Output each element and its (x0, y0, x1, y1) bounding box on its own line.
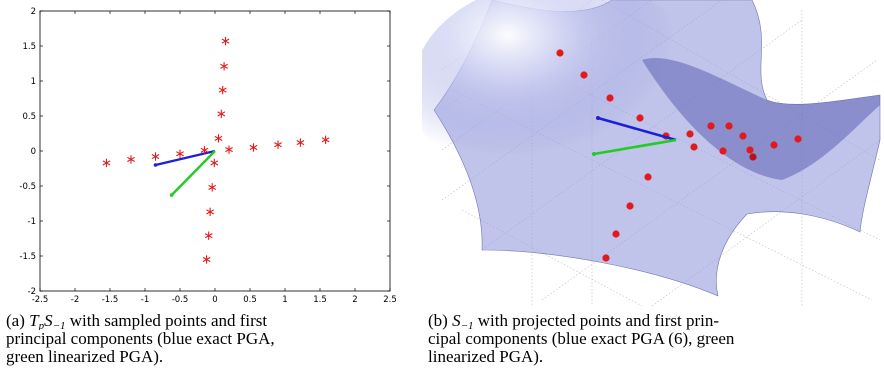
y-tick-label: 1 (31, 77, 36, 87)
projected-point (690, 143, 698, 151)
y-tick-label: -1 (28, 217, 36, 227)
caption-b-label: (b) (428, 312, 448, 330)
linearized-pga-vector (593, 138, 677, 156)
projected-point (644, 173, 652, 181)
exact-pga-vector-tip (596, 116, 600, 120)
projected-point (749, 153, 757, 161)
vector-tip (153, 163, 158, 167)
tangent-space-plot: -2.5 -2 -1.5 -1 -0.5 0 0.5 1 1.5 2 2.521.510.50-0.… (19, 7, 396, 305)
projected-points (556, 49, 802, 262)
projected-point (686, 130, 694, 138)
surface-highlight (422, 0, 712, 200)
x-tick-label: -1.5 (102, 295, 119, 305)
caption-a: (a) TpS−1 with sampled points and first … (6, 312, 414, 366)
vector-tip (169, 193, 174, 197)
caption-b-line-3: linearized PGA). (428, 348, 544, 366)
caption-b-math: S−1 (452, 312, 474, 330)
saddle-surface-plot (422, 0, 881, 306)
projected-point (770, 141, 778, 149)
star-marker (206, 207, 215, 217)
star-marker (200, 146, 209, 155)
x-tick-label: 1.5 (313, 295, 327, 305)
projected-point (556, 49, 564, 57)
axis-ticks: -2.5 -2 -1.5 -1 -0.5 0 0.5 1 1.5 2 2.521.510.50-0.… (19, 7, 396, 305)
y-tick-label: 0.5 (22, 112, 36, 122)
caption-a-line-2: principal components (blue exact PGA, (6, 330, 275, 348)
star-marker (220, 62, 229, 71)
panel-b-surface (422, 0, 884, 306)
y-tick-label: 1.5 (22, 42, 36, 52)
y-tick-label: 2 (31, 7, 36, 17)
projected-point (719, 147, 727, 155)
y-tick-label: 0 (31, 147, 36, 157)
star-marker (217, 109, 226, 119)
y-tick-label: -1.5 (19, 252, 36, 262)
projected-point (612, 230, 620, 238)
star-marker (221, 36, 230, 46)
exact-pga-vector (597, 116, 677, 142)
principal-component-vectors (153, 149, 216, 197)
projected-point (602, 254, 610, 262)
star-marker (202, 255, 211, 264)
surface-fold (642, 58, 880, 181)
x-tick-label: 0.5 (243, 295, 257, 305)
x-tick-label: -2 (71, 295, 79, 305)
x-tick-label: -2.5 (32, 295, 49, 305)
y-tick-label: -2 (28, 287, 36, 297)
projected-point (626, 202, 634, 210)
x-tick-label: 2.5 (383, 295, 397, 305)
projected-point (794, 135, 802, 143)
x-tick-label: 2 (352, 295, 357, 305)
sampled-points (102, 36, 330, 264)
star-marker (151, 152, 160, 161)
caption-a-line-1: (a) TpS−1 with sampled points and first (6, 312, 268, 330)
caption-b-line-2: cipal components (blue exact PGA (6), gr… (428, 330, 735, 348)
caption-b: (b) S−1 with projected points and first … (428, 312, 880, 366)
x-tick-label: -1 (141, 295, 149, 305)
caption-b-line-1: (b) S−1 with projected points and first … (428, 312, 720, 330)
projected-point (636, 114, 644, 122)
caption-a-label: (a) (6, 312, 25, 330)
projected-point (580, 71, 588, 79)
x-tick-label: 1 (282, 295, 287, 305)
star-marker (176, 149, 184, 158)
linearized-pga-vector-tip (592, 152, 596, 156)
principal-component-vector (155, 149, 216, 167)
projected-point (707, 122, 715, 130)
star-marker (210, 158, 219, 168)
caption-a-math: TpS−1 (29, 312, 66, 330)
star-marker (225, 145, 233, 154)
star-marker (321, 135, 330, 144)
star-marker (274, 140, 282, 149)
panel-a-chart: -2.5 -2 -1.5 -1 -0.5 0 0.5 1 1.5 2 2.5 2 1.5 1 0.5 0 -0.… (0, 0, 420, 306)
projected-point (739, 132, 747, 140)
projected-point (725, 122, 733, 130)
star-marker (102, 158, 111, 168)
star-marker (249, 143, 258, 152)
star-marker (296, 138, 305, 147)
star-marker (218, 85, 227, 95)
caption-a-line-3: green linearized PGA). (6, 348, 164, 366)
y-tick-label: -0.5 (19, 182, 36, 192)
principal-component-vector (170, 150, 216, 196)
projected-point (606, 94, 614, 102)
projected-point (746, 146, 754, 154)
x-tick-label: -0.5 (172, 295, 189, 305)
star-marker (214, 134, 223, 143)
star-marker (204, 231, 213, 240)
x-tick-label: 0 (212, 295, 217, 305)
star-marker (208, 183, 217, 192)
star-marker (127, 155, 135, 164)
